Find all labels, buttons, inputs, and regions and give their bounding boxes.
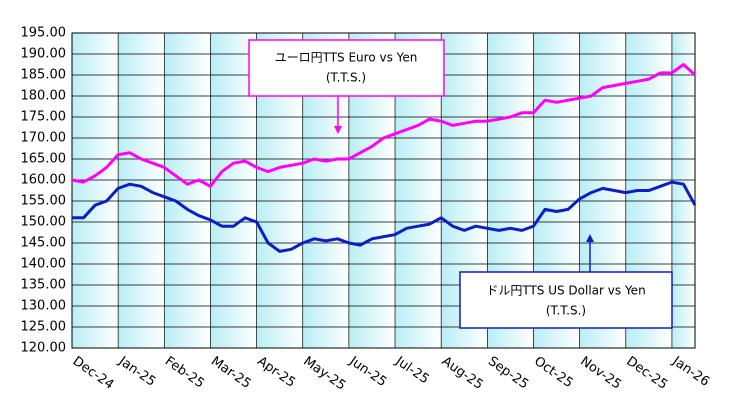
plot-band xyxy=(671,33,695,348)
plot-band xyxy=(72,33,119,348)
x-tick-label: Oct-25 xyxy=(531,354,575,391)
x-tick-label: Jan-25 xyxy=(115,353,158,390)
x-tick-label: Apr-25 xyxy=(254,354,298,391)
plot-band xyxy=(118,33,165,348)
annotation-box xyxy=(248,39,445,97)
plot-band xyxy=(164,33,211,348)
annotation-arrowhead xyxy=(586,234,594,242)
y-tick-label: 155.00 xyxy=(21,194,67,209)
annotation-arrowhead xyxy=(334,126,342,134)
y-tick-label: 185.00 xyxy=(21,68,67,83)
x-tick-label: Jul-25 xyxy=(392,353,432,387)
annotation-text: (T.T.S.) xyxy=(326,71,366,85)
y-tick-label: 165.00 xyxy=(21,152,67,167)
y-tick-label: 180.00 xyxy=(21,89,67,104)
y-tick-label: 145.00 xyxy=(21,236,67,251)
y-tick-label: 135.00 xyxy=(21,278,67,293)
y-tick-label: 175.00 xyxy=(21,110,67,125)
x-tick-label: May-25 xyxy=(300,354,348,394)
x-tick-label: Nov-25 xyxy=(577,354,624,393)
x-tick-label: Dec-25 xyxy=(623,354,670,393)
annotations: ユーロ円TTS Euro vs Yen (T.T.S.) ドル円TTS US D… xyxy=(248,39,673,329)
series-line xyxy=(72,180,697,253)
annotation-text: ドル円TTS US Dollar vs Yen xyxy=(486,284,645,298)
x-tick-label: Aug-25 xyxy=(439,354,486,393)
y-tick-label: 195.00 xyxy=(21,26,67,41)
y-tick-label: 160.00 xyxy=(21,173,67,188)
y-tick-label: 150.00 xyxy=(21,215,67,230)
y-tick-label: 170.00 xyxy=(21,131,67,146)
annotation-box xyxy=(459,271,673,329)
y-tick-label: 130.00 xyxy=(21,299,67,314)
x-tick-label: Feb-25 xyxy=(162,354,207,392)
annotation-text: ユーロ円TTS Euro vs Yen xyxy=(275,51,418,65)
series-line xyxy=(71,63,697,188)
x-tick-label: Jun-25 xyxy=(346,353,389,390)
x-tick-label: Jan-26 xyxy=(669,353,712,390)
y-tick-label: 120.00 xyxy=(21,341,67,356)
x-tick-label: Sep-25 xyxy=(485,354,531,393)
x-tick-label: Mar-25 xyxy=(208,354,253,392)
y-tick-label: 190.00 xyxy=(21,47,67,62)
y-tick-label: 125.00 xyxy=(21,320,67,335)
y-tick-label: 140.00 xyxy=(21,257,67,272)
annotation-text: (T.T.S.) xyxy=(546,304,586,318)
x-tick-label: Dec-24 xyxy=(70,354,117,393)
plot-frame xyxy=(71,32,696,349)
